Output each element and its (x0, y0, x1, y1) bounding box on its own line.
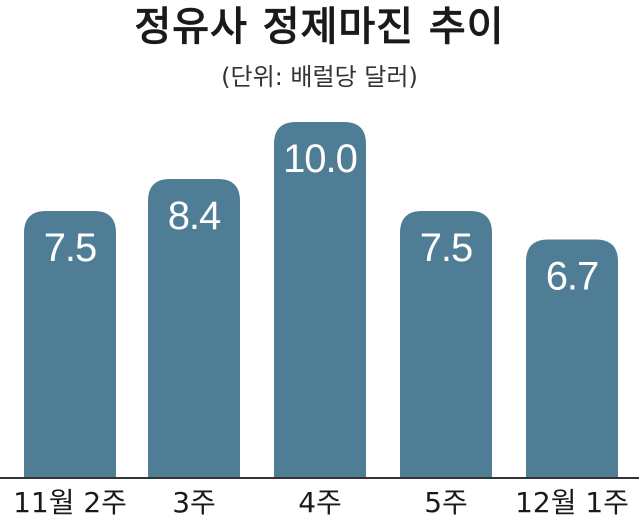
bar-value-label-2: 8.4 (168, 194, 221, 238)
chart-subtitle: (단위: 배럴당 달러) (221, 63, 418, 91)
category-label-4: 5주 (424, 486, 468, 519)
chart-title: 정유사 정제마진 추이 (134, 4, 505, 50)
bar-3 (274, 122, 366, 478)
category-label-5: 12월 1주 (515, 486, 629, 519)
category-label-1: 11월 2주 (13, 486, 127, 519)
bar-value-label-1: 7.5 (44, 226, 97, 270)
bar-2 (148, 178, 240, 478)
bar-5 (526, 239, 618, 478)
bar-value-label-3: 10.0 (283, 137, 357, 181)
category-label-3: 4주 (298, 486, 342, 519)
bar-1 (24, 211, 116, 478)
bar-value-label-5: 6.7 (546, 254, 599, 298)
bar-4 (400, 211, 492, 478)
category-label-2: 3주 (172, 486, 216, 519)
bar-value-label-4: 7.5 (420, 226, 473, 270)
